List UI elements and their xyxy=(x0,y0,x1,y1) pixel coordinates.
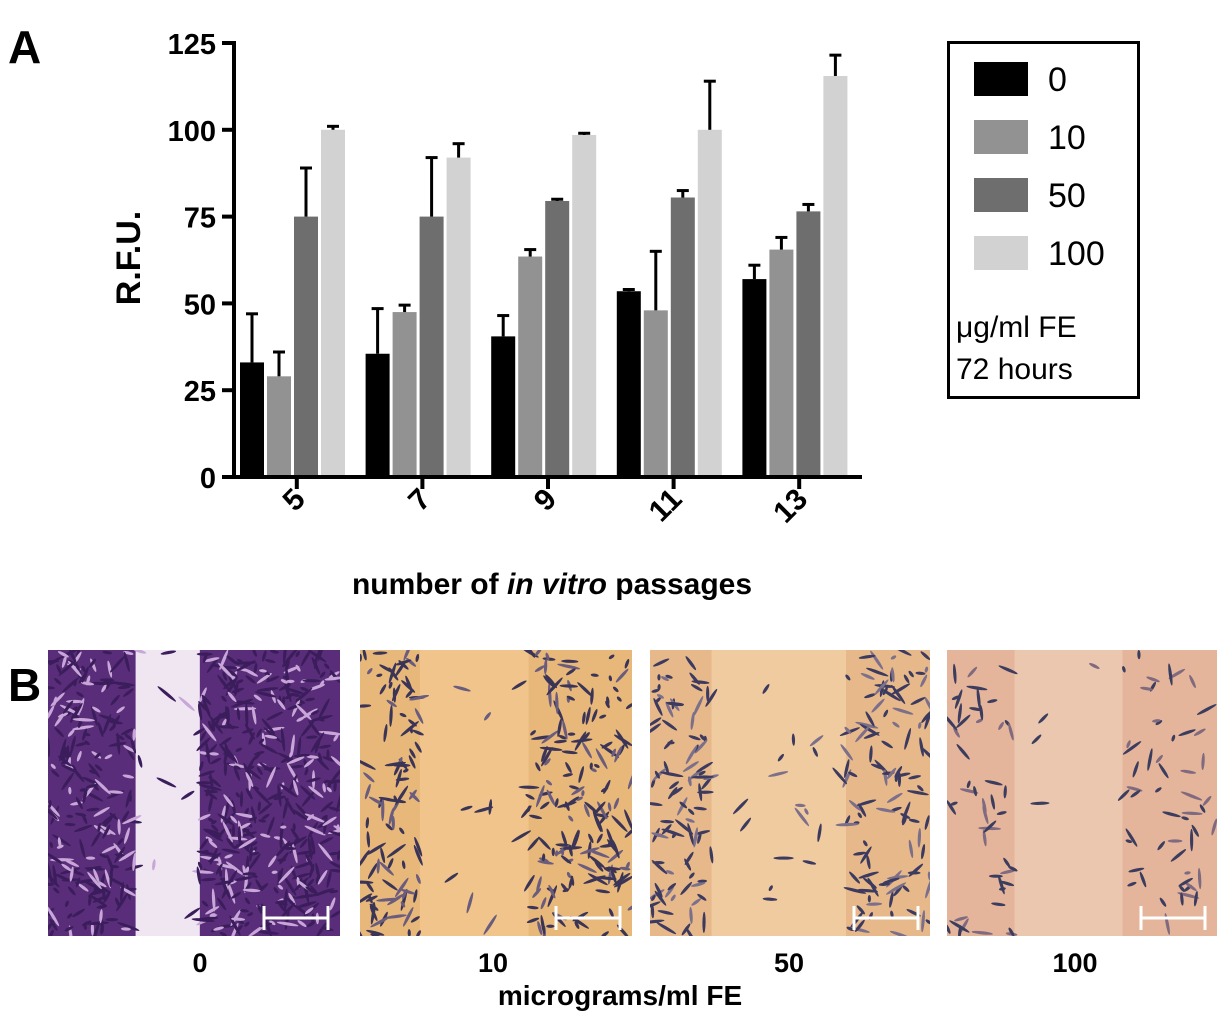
legend-swatch-50 xyxy=(974,178,1028,212)
bar-50-9 xyxy=(545,200,570,477)
micrograph-0 xyxy=(48,650,340,936)
x-tick-label-7: 7 xyxy=(402,483,437,518)
bar-10-5 xyxy=(267,376,291,477)
micrograph-image xyxy=(360,650,632,936)
y-tick-label: 0 xyxy=(200,463,216,495)
y-tick-label: 25 xyxy=(184,376,216,408)
micrograph-100 xyxy=(947,650,1217,936)
micrograph-label-0: 0 xyxy=(192,948,208,978)
bar-100-13 xyxy=(823,75,848,477)
bar-10-13 xyxy=(769,249,794,477)
legend: 0 10 50 100 μg/ml FE 72 hours xyxy=(947,41,1140,399)
bar-10-9 xyxy=(518,256,543,477)
legend-label-50: 50 xyxy=(1048,177,1086,215)
x-tick-label-9: 9 xyxy=(528,483,563,518)
bar-0-11 xyxy=(616,291,641,477)
bar-50-11 xyxy=(670,197,695,477)
bar-50-7 xyxy=(419,216,444,477)
y-tick-label: 100 xyxy=(168,116,216,148)
panel-b-letter: B xyxy=(8,659,42,711)
micrograph-label-100: 100 xyxy=(1052,948,1098,978)
panel-a-letter: A xyxy=(8,21,42,73)
y-axis-label: R.F.U. xyxy=(110,211,148,305)
bar-100-11 xyxy=(697,129,722,478)
legend-label-10: 10 xyxy=(1048,119,1086,157)
legend-item-100: 100 xyxy=(974,236,1134,272)
x-tick-label-5: 5 xyxy=(277,483,312,518)
y-tick-label: 50 xyxy=(184,289,216,321)
legend-note-units: μg/ml FE xyxy=(956,311,1077,344)
micrograph-label-50: 50 xyxy=(773,948,805,978)
bar-0-13 xyxy=(742,279,767,477)
y-tick-label: 75 xyxy=(184,203,216,235)
micrograph-10 xyxy=(360,650,632,936)
legend-item-0: 0 xyxy=(974,62,1134,98)
micrograph-axis-label: micrograms/ml FE xyxy=(497,980,743,1011)
x-tick-label-11: 11 xyxy=(643,483,689,529)
micrograph-image xyxy=(947,650,1217,936)
bar-50-13 xyxy=(796,211,821,477)
bar-10-7 xyxy=(392,312,417,477)
legend-swatch-10 xyxy=(974,120,1028,154)
legend-swatch-100 xyxy=(974,236,1028,270)
x-tick-label-13: 13 xyxy=(767,483,814,530)
legend-swatch-0 xyxy=(974,62,1028,96)
bar-0-5 xyxy=(240,362,264,477)
bar-chart: 0 25 50 75 100 125 5 7 9 11 13 R.F.U. number of in… xyxy=(110,29,862,601)
bar-50-5 xyxy=(294,216,318,477)
micrograph-label-10: 10 xyxy=(477,948,509,978)
legend-item-50: 50 xyxy=(974,178,1134,214)
micrograph-image xyxy=(48,650,340,936)
bar-0-9 xyxy=(491,336,516,477)
bar-10-11 xyxy=(643,310,668,477)
bar-100-5 xyxy=(321,129,345,478)
micrograph-50 xyxy=(650,650,930,936)
bar-100-9 xyxy=(572,135,597,477)
x-axis-label: number of in vitro passages xyxy=(352,568,752,601)
bar-100-7 xyxy=(446,157,471,478)
micrograph-image xyxy=(650,650,930,936)
y-tick-label: 125 xyxy=(168,29,216,61)
legend-note-time: 72 hours xyxy=(956,353,1073,386)
legend-item-10: 10 xyxy=(974,120,1134,156)
legend-label-100: 100 xyxy=(1048,235,1105,273)
bar-0-7 xyxy=(365,353,390,477)
legend-label-0: 0 xyxy=(1048,61,1067,99)
